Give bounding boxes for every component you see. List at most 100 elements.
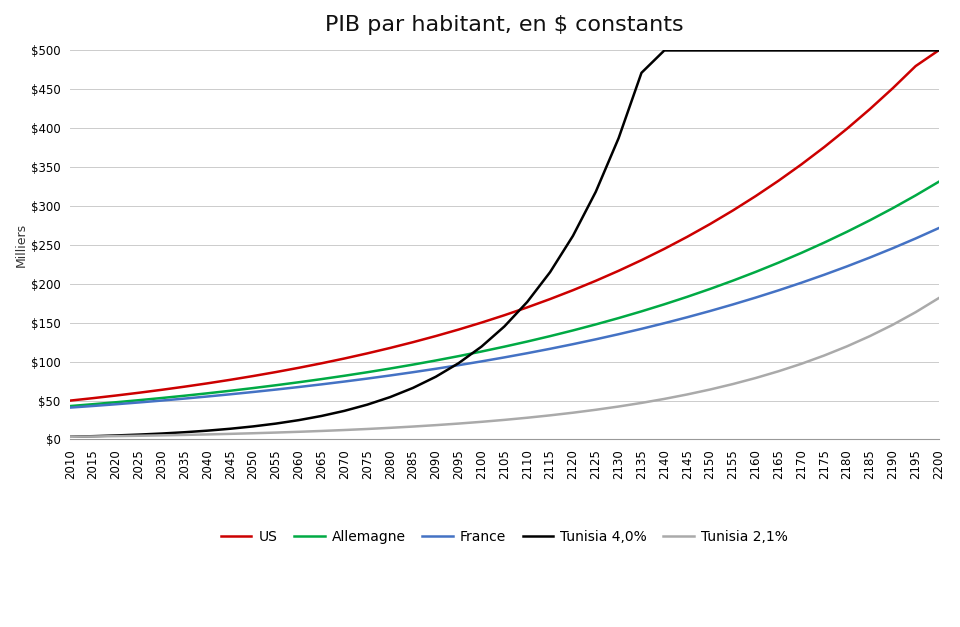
US: [430, 332, 442, 340]
Tunisia 2,1%: [476, 418, 488, 426]
Tunisia 2,1%: [636, 399, 647, 407]
Tunisia 2,1%: [864, 332, 876, 340]
Allemagne: [498, 343, 510, 350]
US: [819, 144, 830, 151]
France: [521, 349, 533, 357]
France: [590, 335, 602, 343]
France: [727, 301, 738, 308]
Tunisia 2,1%: [248, 429, 259, 437]
Tunisia 2,1%: [841, 342, 852, 350]
Tunisia 2,1%: [430, 421, 442, 429]
US: [750, 192, 761, 200]
Allemagne: [590, 320, 602, 328]
US: [293, 364, 304, 372]
France: [225, 391, 236, 398]
Line: France: France: [70, 228, 939, 408]
France: [659, 319, 670, 327]
Tunisia 2,1%: [384, 424, 396, 431]
US: [498, 312, 510, 319]
Allemagne: [87, 401, 99, 408]
Allemagne: [316, 376, 327, 383]
Tunisia 2,1%: [453, 420, 465, 428]
Allemagne: [567, 327, 579, 334]
US: [384, 344, 396, 352]
Tunisia 2,1%: [87, 433, 99, 440]
Tunisia 4,0%: [225, 425, 236, 433]
Tunisia 2,1%: [316, 427, 327, 435]
France: [407, 369, 419, 376]
Y-axis label: Milliers: Milliers: [15, 223, 28, 267]
Tunisia 2,1%: [796, 360, 807, 367]
France: [819, 271, 830, 278]
Tunisia 2,1%: [910, 308, 922, 316]
Allemagne: [133, 396, 145, 404]
France: [202, 393, 213, 400]
Tunisia 4,0%: [362, 401, 373, 408]
Tunisia 2,1%: [773, 367, 784, 375]
US: [682, 233, 693, 241]
US: [179, 383, 190, 391]
Tunisia 4,0%: [567, 232, 579, 240]
Tunisia 4,0%: [87, 433, 99, 440]
Allemagne: [225, 387, 236, 394]
Allemagne: [864, 216, 876, 224]
France: [316, 381, 327, 388]
Allemagne: [773, 259, 784, 266]
US: [544, 295, 556, 303]
Tunisia 4,0%: [750, 46, 761, 54]
US: [796, 161, 807, 168]
Tunisia 2,1%: [110, 433, 122, 440]
US: [202, 379, 213, 387]
US: [64, 397, 76, 404]
Tunisia 2,1%: [590, 406, 602, 414]
US: [864, 105, 876, 113]
Tunisia 4,0%: [202, 427, 213, 435]
Allemagne: [362, 369, 373, 376]
Allemagne: [544, 332, 556, 340]
Tunisia 4,0%: [910, 46, 922, 54]
Tunisia 4,0%: [659, 46, 670, 54]
France: [156, 397, 167, 404]
Tunisia 4,0%: [887, 46, 899, 54]
US: [727, 207, 738, 214]
Allemagne: [248, 384, 259, 392]
Tunisia 4,0%: [476, 343, 488, 350]
Tunisia 2,1%: [498, 416, 510, 424]
Tunisia 4,0%: [453, 359, 465, 367]
Tunisia 4,0%: [727, 46, 738, 54]
Tunisia 2,1%: [750, 374, 761, 382]
France: [612, 330, 624, 338]
Tunisia 2,1%: [64, 433, 76, 441]
France: [476, 357, 488, 365]
Allemagne: [841, 228, 852, 236]
Tunisia 2,1%: [339, 426, 350, 434]
US: [316, 359, 327, 367]
US: [636, 256, 647, 264]
France: [64, 404, 76, 411]
France: [796, 279, 807, 287]
Tunisia 4,0%: [384, 393, 396, 401]
US: [933, 46, 945, 54]
Tunisia 2,1%: [156, 431, 167, 439]
France: [750, 294, 761, 302]
Allemagne: [64, 403, 76, 410]
Allemagne: [705, 285, 716, 293]
Tunisia 4,0%: [521, 298, 533, 306]
Line: US: US: [70, 50, 939, 401]
US: [705, 220, 716, 228]
Allemagne: [612, 314, 624, 322]
France: [384, 372, 396, 379]
Tunisia 4,0%: [430, 373, 442, 381]
Tunisia 4,0%: [133, 431, 145, 438]
Allemagne: [521, 338, 533, 345]
France: [682, 314, 693, 321]
US: [248, 372, 259, 380]
France: [887, 245, 899, 252]
Tunisia 4,0%: [796, 46, 807, 54]
France: [567, 340, 579, 348]
Tunisia 2,1%: [544, 411, 556, 419]
France: [248, 388, 259, 396]
Tunisia 4,0%: [819, 46, 830, 54]
France: [636, 325, 647, 332]
US: [453, 326, 465, 334]
